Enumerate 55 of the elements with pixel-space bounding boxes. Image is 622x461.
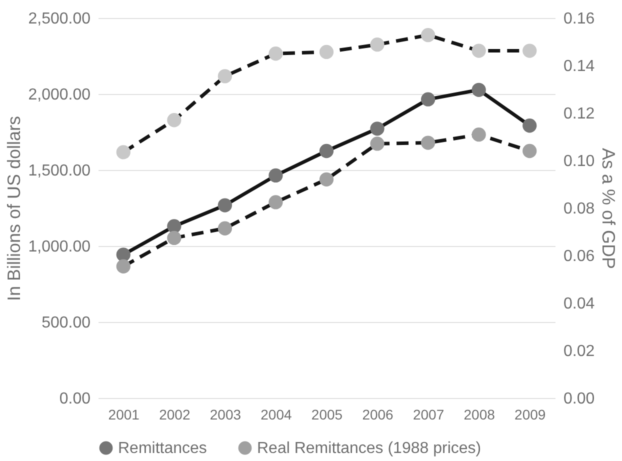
point [268, 46, 283, 61]
point [420, 28, 436, 42]
x-tick-label: 2007 [412, 406, 444, 422]
x-tick-label: 2009 [514, 406, 546, 422]
y-tick-label: 1,000.00 [28, 238, 91, 256]
point [319, 44, 334, 60]
x-tick-label: 2008 [464, 406, 496, 422]
point [268, 195, 283, 210]
point [472, 82, 486, 97]
point [370, 122, 384, 136]
y2-tick-label: 0.12 [564, 106, 595, 122]
point [522, 118, 537, 133]
point [370, 136, 384, 151]
point [116, 145, 130, 160]
y-tick-label: 1,500.00 [28, 162, 91, 180]
point [218, 221, 232, 236]
y2-tick-label: 0.00 [564, 390, 595, 408]
legend-label: Remittances [118, 440, 207, 457]
point [218, 198, 232, 212]
y-tick-label: 0.00 [59, 390, 91, 408]
x-tick-label: 2003 [210, 406, 242, 422]
x-tick-label: 2005 [311, 406, 343, 422]
y2-tick-label: 0.04 [564, 296, 595, 312]
y-tick-label: 2,500.00 [28, 10, 91, 28]
x-tick-label: 2004 [260, 406, 292, 422]
point [319, 172, 334, 186]
y2-axis-title: As a % of GDP [598, 148, 619, 270]
y-tick-label: 2,000.00 [28, 86, 91, 104]
y-tick-label: 500.00 [42, 314, 91, 332]
x-tick-label: 2002 [159, 406, 190, 422]
point [319, 144, 334, 158]
legend-label: Real Remittances (1988 prices) [257, 440, 482, 457]
y2-tick-label: 0.16 [564, 10, 595, 28]
point [167, 219, 182, 234]
point [167, 230, 182, 245]
point [472, 44, 486, 58]
y2-tick-label: 0.08 [564, 200, 595, 218]
point [167, 113, 182, 128]
point [472, 128, 486, 142]
point [116, 248, 130, 262]
y-axis-title: In Billions of US dollars [4, 116, 24, 302]
point [522, 144, 537, 158]
point [522, 44, 537, 58]
point [218, 69, 232, 84]
point [116, 259, 130, 274]
x-tick-label: 2001 [108, 406, 140, 422]
point [420, 92, 436, 106]
y2-tick-label: 0.02 [564, 343, 595, 360]
y2-tick-label: 0.14 [564, 58, 595, 75]
point [420, 136, 436, 150]
point [268, 168, 283, 183]
x-tick-label: 2006 [362, 406, 394, 422]
point [370, 38, 384, 52]
y2-tick-label: 0.10 [564, 153, 595, 170]
y2-tick-label: 0.06 [564, 248, 595, 265]
